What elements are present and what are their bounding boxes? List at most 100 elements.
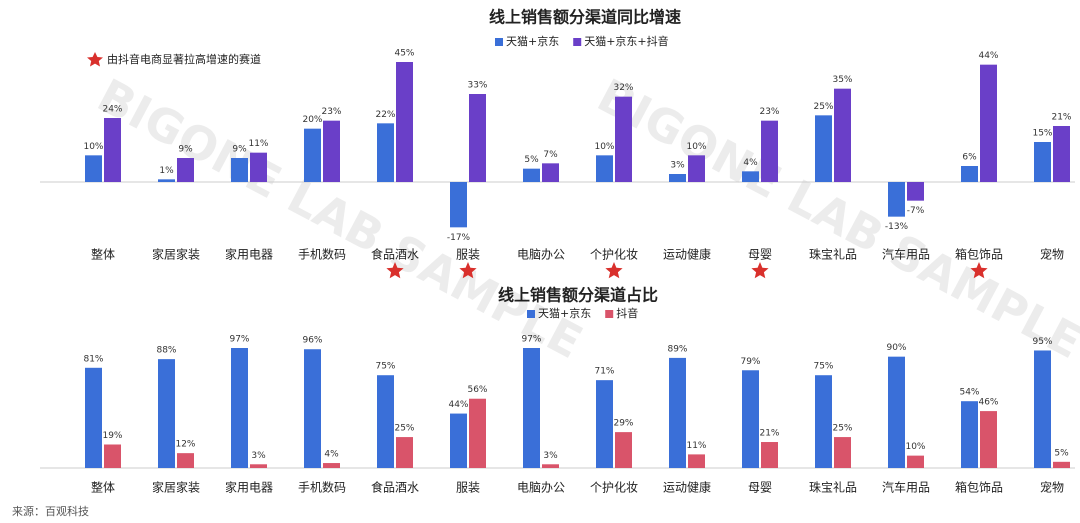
legend-label: 天猫+京东+抖音 bbox=[584, 34, 668, 48]
x-tick-label: 手机数码 bbox=[298, 480, 346, 495]
value-label: 75% bbox=[375, 362, 395, 372]
value-label: 12% bbox=[175, 440, 195, 450]
value-label: 25% bbox=[832, 424, 852, 434]
bar bbox=[377, 123, 394, 182]
x-tick-label: 宠物 bbox=[1040, 247, 1064, 262]
value-label: 89% bbox=[667, 344, 687, 354]
value-label: 75% bbox=[813, 362, 833, 372]
x-tick-label: 珠宝礼品 bbox=[809, 480, 857, 495]
highlight-star bbox=[970, 262, 988, 279]
value-label: 46% bbox=[978, 398, 998, 408]
value-label: -17% bbox=[447, 233, 471, 243]
x-tick-label: 汽车用品 bbox=[882, 247, 930, 262]
bar bbox=[688, 155, 705, 182]
legend-swatch bbox=[605, 310, 614, 318]
bar bbox=[542, 163, 559, 182]
value-label: 6% bbox=[962, 153, 977, 163]
bar bbox=[761, 120, 778, 182]
x-tick-label: 个护化妆 bbox=[590, 248, 638, 262]
bar bbox=[907, 182, 924, 201]
bar bbox=[907, 455, 924, 468]
x-tick-label: 汽车用品 bbox=[882, 480, 930, 495]
value-label: 3% bbox=[543, 451, 558, 461]
value-label: 20% bbox=[302, 115, 322, 125]
value-label: 96% bbox=[302, 336, 322, 346]
value-label: 24% bbox=[102, 105, 122, 115]
bar bbox=[1053, 461, 1070, 468]
value-label: 11% bbox=[686, 441, 706, 451]
highlight-star bbox=[751, 262, 769, 279]
x-tick-label: 电脑办公 bbox=[517, 247, 565, 262]
value-label: 15% bbox=[1032, 129, 1052, 139]
bar bbox=[158, 179, 175, 182]
x-tick-label: 箱包饰品 bbox=[955, 247, 1003, 262]
bar bbox=[396, 437, 413, 468]
highlight-star bbox=[386, 262, 404, 279]
x-tick-label: 手机数码 bbox=[298, 247, 346, 262]
bar bbox=[834, 88, 851, 182]
value-label: 33% bbox=[467, 81, 487, 91]
value-label: 7% bbox=[543, 150, 558, 160]
value-label: 32% bbox=[613, 83, 633, 93]
bar bbox=[688, 454, 705, 468]
chart-title: 线上销售额分渠道同比增速 bbox=[489, 8, 681, 27]
value-label: -7% bbox=[907, 206, 925, 216]
chart-title: 线上销售额分渠道占比 bbox=[498, 286, 658, 305]
bar bbox=[231, 158, 248, 182]
value-label: 19% bbox=[102, 431, 122, 441]
x-tick-label: 家用电器 bbox=[225, 247, 273, 262]
bar bbox=[377, 375, 394, 468]
value-label: 79% bbox=[740, 357, 760, 367]
bar bbox=[669, 357, 686, 468]
bar bbox=[615, 96, 632, 182]
value-label: 45% bbox=[394, 49, 414, 59]
x-tick-label: 运动健康 bbox=[663, 247, 711, 262]
bar bbox=[980, 411, 997, 468]
value-label: 95% bbox=[1032, 337, 1052, 347]
legend-swatch bbox=[573, 38, 582, 46]
source: 来源：百观科技 bbox=[12, 504, 89, 518]
bar bbox=[250, 152, 267, 182]
bar bbox=[158, 359, 175, 468]
value-label: 25% bbox=[394, 424, 414, 434]
x-tick-label: 家用电器 bbox=[225, 480, 273, 495]
value-label: 44% bbox=[978, 51, 998, 61]
bar bbox=[469, 398, 486, 468]
bar bbox=[615, 432, 632, 468]
legend-swatch bbox=[527, 310, 535, 318]
value-label: 71% bbox=[594, 367, 614, 377]
value-label: 10% bbox=[905, 442, 925, 452]
bar bbox=[523, 168, 540, 182]
x-tick-label: 家居家装 bbox=[152, 247, 200, 262]
value-label: 54% bbox=[959, 388, 979, 398]
bar bbox=[1053, 126, 1070, 182]
value-label: 4% bbox=[324, 450, 339, 460]
x-tick-label: 整体 bbox=[91, 247, 115, 262]
value-label: 25% bbox=[813, 102, 833, 112]
bar bbox=[250, 464, 267, 468]
value-label: 9% bbox=[232, 145, 247, 155]
bar bbox=[834, 437, 851, 468]
value-label: 29% bbox=[613, 419, 633, 429]
value-label: 11% bbox=[248, 139, 268, 149]
bar bbox=[469, 94, 486, 182]
value-label: 5% bbox=[1054, 448, 1069, 458]
bar bbox=[815, 115, 832, 182]
bar bbox=[669, 174, 686, 182]
x-tick-label: 食品酒水 bbox=[371, 480, 419, 495]
bar bbox=[888, 182, 905, 217]
bar bbox=[815, 375, 832, 468]
bar bbox=[961, 166, 978, 182]
bar bbox=[888, 356, 905, 468]
value-label: 9% bbox=[178, 145, 193, 155]
bar bbox=[961, 401, 978, 468]
value-label: 1% bbox=[159, 166, 174, 176]
x-tick-label: 个护化妆 bbox=[590, 481, 638, 495]
bar bbox=[742, 171, 759, 182]
value-label: 88% bbox=[156, 346, 176, 356]
value-label: 23% bbox=[759, 107, 779, 117]
x-tick-label: 家居家装 bbox=[152, 480, 200, 495]
bar bbox=[177, 453, 194, 468]
value-label: 10% bbox=[594, 142, 614, 152]
